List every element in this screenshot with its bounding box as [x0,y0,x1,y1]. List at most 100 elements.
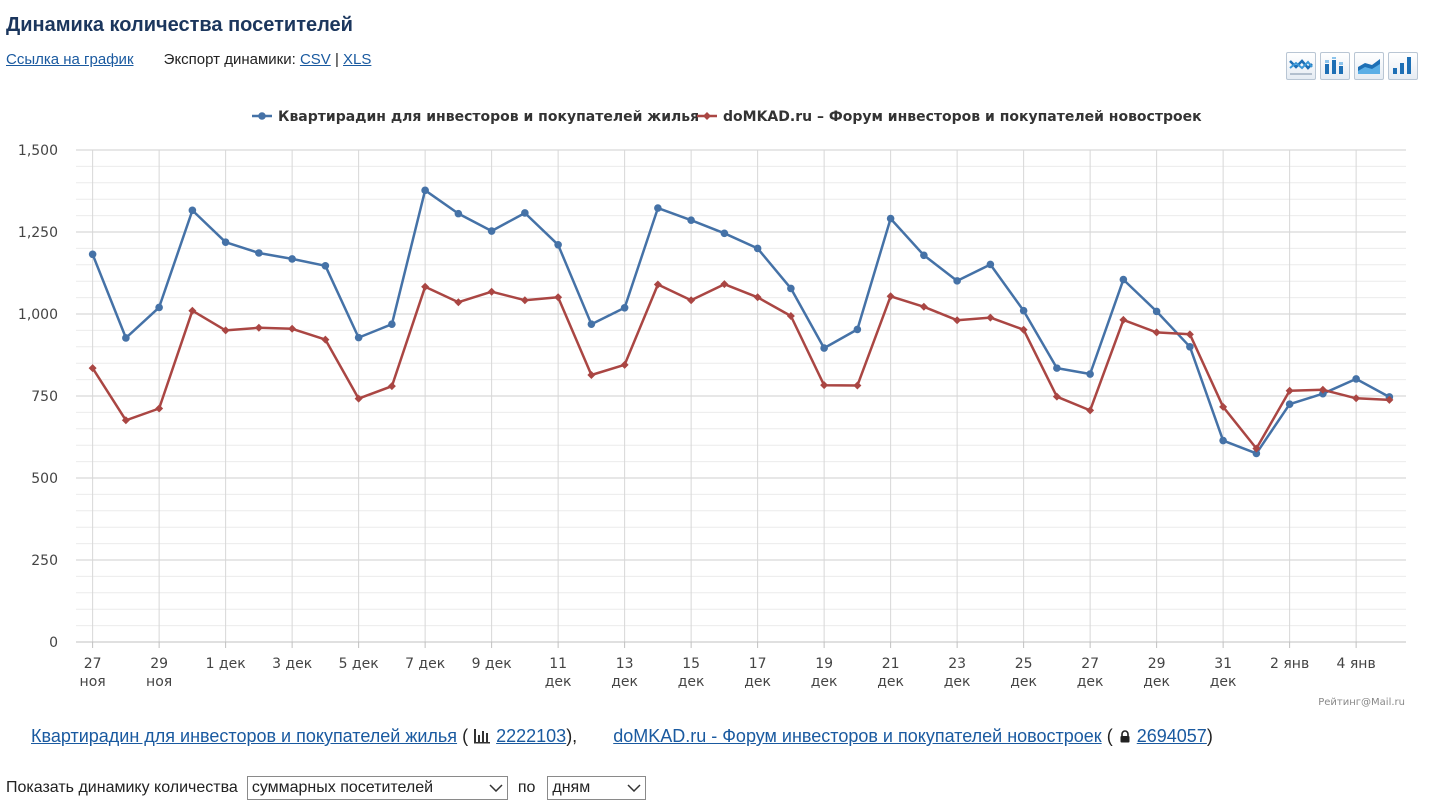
series-1-point[interactable] [1252,449,1261,458]
series-2-point[interactable] [953,316,962,325]
series-1-point[interactable] [255,249,263,257]
series-1-point[interactable] [421,186,429,195]
series-2-point[interactable] [919,302,928,311]
series-1-point[interactable] [321,261,330,270]
series-1-point[interactable] [886,214,895,223]
series-1-point[interactable] [1086,370,1094,378]
project1-paren-close: ), [566,726,578,746]
series-2-point[interactable] [520,296,529,305]
bar-chart-button[interactable] [1388,52,1418,80]
series-1-point[interactable] [1352,375,1360,383]
series-2-point[interactable] [986,313,995,322]
line-chart-button[interactable] [1286,52,1316,80]
series-1-point[interactable] [521,209,529,217]
series-2-point[interactable] [1252,444,1261,453]
series-1-point[interactable] [1019,306,1028,315]
visitors-line-chart: 0 250 500 750 1,000 1,250 1,500 27 ноя 29 ноя 1 дек… [18,109,1406,708]
series-1-point[interactable] [753,244,762,253]
area-chart-button[interactable] [1354,52,1384,80]
series-1-point[interactable] [720,229,729,238]
legend-item-2[interactable]: doMKAD.ru – Форум инвесторов и покупател… [697,109,1202,125]
series-1-point[interactable] [986,260,995,269]
series-1-point[interactable] [687,216,695,224]
series-2-point[interactable] [254,323,263,332]
series-2-point[interactable] [820,381,829,390]
legend-item-1[interactable]: Квартирадин для инвесторов и покупателей… [252,109,699,125]
series-2-point[interactable] [620,360,629,369]
project-link-domkad[interactable]: doMKAD.ru - Форум инвесторов и покупател… [613,726,1102,746]
series-2-point[interactable] [720,280,729,289]
export-csv-link[interactable]: CSV [299,51,331,68]
project2-id-link[interactable]: 2694057 [1136,726,1207,746]
export-xls-link[interactable]: XLS [343,51,372,68]
series-1-point[interactable] [188,206,197,215]
metric-select[interactable]: суммарных посетителей [246,776,508,800]
series-2-point[interactable] [653,280,662,289]
series-2-point[interactable] [1152,328,1161,337]
series-1-point[interactable] [354,333,363,342]
series-1-point[interactable] [787,284,795,293]
series-1-point[interactable] [1285,400,1294,409]
series-2-point[interactable] [88,364,97,373]
series-2-point[interactable] [354,394,363,403]
series-2-point[interactable] [155,404,164,413]
project-link-kvartiradin[interactable]: Квартирадин для инвесторов и покупателей… [31,726,458,746]
series-2-point[interactable] [1352,394,1361,403]
series-2-point[interactable] [587,371,596,380]
series-2-point[interactable] [1086,406,1095,415]
series-2-point[interactable] [886,292,895,301]
series-2-point[interactable] [188,306,197,315]
series-1-point[interactable] [920,251,928,260]
series-2-point[interactable] [1019,325,1028,334]
series-1-point[interactable] [853,325,862,334]
series-2-point[interactable] [554,293,563,302]
series-2-point[interactable] [1119,315,1128,324]
series-2-point[interactable] [321,335,330,344]
series-1-point[interactable] [1119,275,1128,284]
series-2-point[interactable] [786,311,795,320]
stacked-bar-button[interactable] [1320,52,1350,80]
series-2-point[interactable] [1285,386,1294,395]
series-2-point[interactable] [1385,395,1394,404]
series-line-2[interactable] [91,282,1390,450]
series-1-point[interactable] [288,255,296,263]
series-2-point[interactable] [1318,385,1327,394]
chart-link[interactable]: Ссылка на график [6,51,134,68]
series-2-point[interactable] [753,293,762,302]
period-select[interactable]: дням [547,776,647,800]
series-2-point[interactable] [454,298,463,307]
series-2-point[interactable] [121,416,130,425]
series-2-point[interactable] [1219,402,1228,411]
series-1-point[interactable] [587,320,596,328]
series-1-point[interactable] [820,344,828,352]
chart-legend[interactable]: Квартирадин для инвесторов и покупателей… [252,109,1202,125]
series-1-point[interactable] [1186,343,1194,351]
series-2-point[interactable] [1052,392,1061,401]
series-2-point[interactable] [288,324,297,333]
series-2-point[interactable] [687,296,696,305]
series-1-point[interactable] [1053,364,1061,372]
series-1-point[interactable] [122,334,130,342]
series-1-point[interactable] [1152,307,1161,316]
series-2-point[interactable] [221,326,230,335]
series-2-point[interactable] [387,382,396,391]
series-1-point[interactable] [88,250,97,259]
series-1-point[interactable] [953,277,961,285]
series-2-point[interactable] [487,287,496,296]
chart-credits[interactable]: Рейтинг@Mail.ru [1318,697,1405,708]
series-1-point[interactable] [654,204,662,212]
series-1-point[interactable] [554,240,562,249]
series-1-point[interactable] [487,227,496,235]
series-line-1[interactable] [91,189,1390,455]
series-1-point[interactable] [388,320,396,328]
series-1-point[interactable] [221,238,230,246]
series-2-point[interactable] [1185,330,1194,339]
series-2-point[interactable] [421,282,430,291]
series-2-point[interactable] [853,381,862,390]
project1-id-link[interactable]: 2222103 [496,726,567,746]
series-1-point[interactable] [620,303,629,312]
x-tick-label: 27 [84,656,102,672]
series-1-point[interactable] [1219,436,1227,445]
series-1-point[interactable] [454,209,463,218]
series-1-point[interactable] [155,303,163,312]
